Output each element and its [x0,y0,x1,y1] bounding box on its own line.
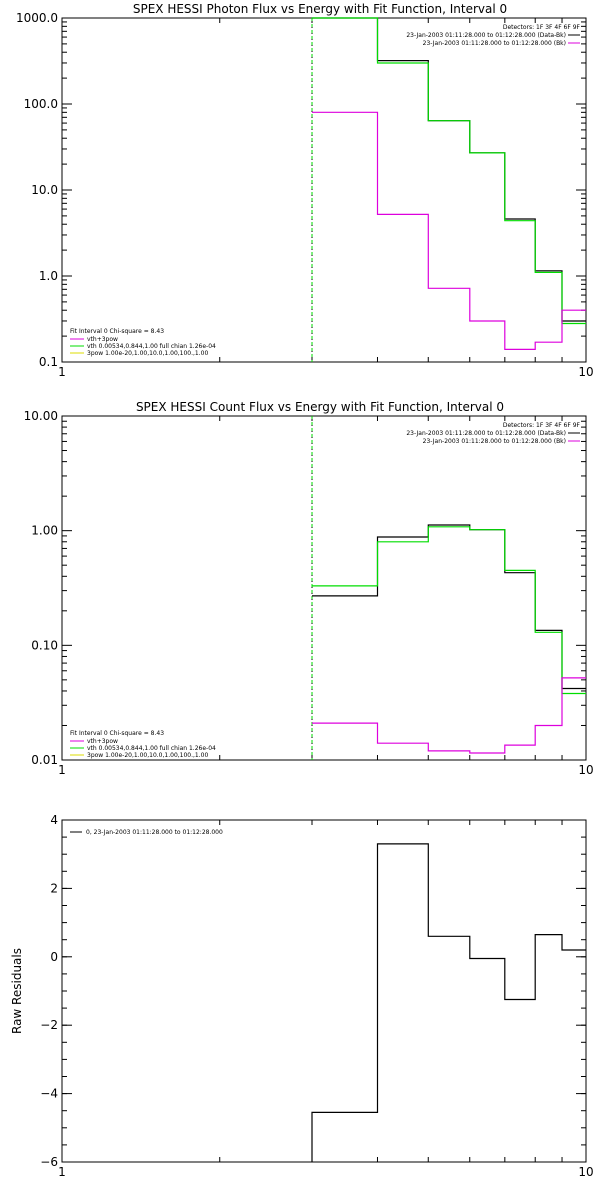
y-tick-label: 0.1 [39,355,58,369]
series-line-0 [312,524,586,690]
legend-bottom: Fit Interval 0 Chi-square = 8.43 vth+3po… [70,328,216,357]
y-tick-label: 0 [50,950,58,964]
y-tick-label: 10.0 [31,183,58,197]
legend-3pow: 3pow 1.00e-20,1.00,10.0,1.00,100.,1.00 [87,752,208,759]
legend-detectors: Detectors: 1F 3F 4F 6F 9F [503,422,581,429]
y-tick-label: −6 [40,1155,58,1169]
y-tick-label: 0.01 [31,753,58,767]
plot-frame [61,17,587,363]
x-tick-label: 10 [578,365,593,379]
x-tick-label: 1 [58,763,66,777]
y-axis-label: Raw Residuals [10,948,24,1034]
series-line-1 [312,526,586,695]
plot-frame [61,415,587,761]
legend-residual: 0, 23-Jan-2003 01:11:28.000 to 01:12:28.… [86,829,223,836]
y-tick-label: 1.00 [31,524,58,538]
count-flux-chart: SPEX HESSI Count Flux vs Energy with Fit… [24,400,594,777]
x-tick-label: 1 [58,365,66,379]
legend-data-bk: 23-Jan-2003 01:11:28.000 to 01:12:28.000… [406,32,566,39]
residuals-chart: Raw Residuals 1 10 −6 −4 −2 0 2 4 0, 23-Jan-200… [10,813,594,1179]
y-tick-label: 10.00 [24,409,58,423]
series-line-2 [312,677,586,754]
photon-flux-chart: SPEX HESSI Photon Flux vs Energy with Fi… [16,2,594,379]
y-tick-label: 2 [50,881,58,895]
legend-top: Detectors: 1F 3F 4F 6F 9F 23-Jan-2003 01… [406,24,580,47]
legend-detectors: Detectors: 1F 3F 4F 6F 9F [503,24,581,31]
chart-title: SPEX HESSI Count Flux vs Energy with Fit… [136,400,504,414]
y-tick-label: −2 [40,1018,58,1032]
legend-bottom: Fit Interval 0 Chi-square = 8.43 vth+3po… [70,730,216,759]
y-tick-label: 0.10 [31,638,58,652]
legend-top: 0, 23-Jan-2003 01:11:28.000 to 01:12:28.… [70,829,223,836]
legend-top: Detectors: 1F 3F 4F 6F 9F 23-Jan-2003 01… [406,422,580,445]
legend-fit-interval: Fit Interval 0 Chi-square = 8.43 [70,730,164,737]
legend-bk: 23-Jan-2003 01:11:28.000 to 01:12:28.000… [423,40,566,47]
series-line-1 [312,17,586,325]
legend-vth: vth 0.00534,0.844,1.00 full chian 1.26e-… [87,343,216,350]
series-line-0 [312,17,586,322]
y-tick-label: 1000.0 [16,11,58,25]
x-tick-label: 10 [578,763,593,777]
y-tick-label: 100.0 [24,97,58,111]
y-tick-label: 1.0 [39,269,58,283]
legend-3pow: 3pow 1.00e-20,1.00,10.0,1.00,100.,1.00 [87,350,208,357]
x-tick-label: 10 [578,1165,593,1179]
legend-bk: 23-Jan-2003 01:11:28.000 to 01:12:28.000… [423,438,566,445]
legend-vth: vth 0.00534,0.844,1.00 full chian 1.26e-… [87,745,216,752]
legend-data-bk: 23-Jan-2003 01:11:28.000 to 01:12:28.000… [406,430,566,437]
series-line-2 [312,111,586,350]
legend-model: vth+3pow [87,738,118,745]
y-tick-label: 4 [50,813,58,827]
legend-model: vth+3pow [87,336,118,343]
plot-frame [61,819,587,1163]
legend-fit-interval: Fit Interval 0 Chi-square = 8.43 [70,328,164,335]
chart-title: SPEX HESSI Photon Flux vs Energy with Fi… [133,2,507,16]
x-tick-label: 1 [58,1165,66,1179]
y-tick-label: −4 [40,1087,58,1101]
series-line-0 [311,843,586,1162]
